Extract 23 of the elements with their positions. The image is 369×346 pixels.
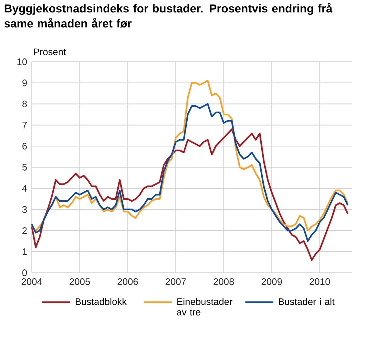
x-tick-label: 2009 — [262, 278, 282, 286]
legend-label: Bustader i alt — [279, 298, 335, 306]
x-tick-label: 2010 — [310, 278, 330, 286]
y-tick-label: 4 — [22, 185, 28, 192]
y-tick-label: 5 — [22, 164, 28, 171]
x-tick-label: 2005 — [70, 278, 90, 286]
y-tick-label: 7 — [22, 122, 28, 129]
x-tick-label: 2007 — [166, 278, 186, 286]
y-tick-label: 6 — [22, 143, 28, 150]
chart-title: Byggjekostnadsindeks for bustader. Prosentvis endring frå same månaden året før — [4, 3, 333, 28]
y-tick-label: 1 — [22, 248, 28, 256]
y-tick-label: 2 — [22, 227, 28, 234]
x-tick-label: 2004 — [22, 278, 42, 286]
x-tick-label: 2008 — [214, 278, 234, 286]
y-tick-label: 0 — [22, 270, 28, 276]
legend-label: Einebustader av tre — [177, 298, 233, 316]
y-tick-label: 10 — [18, 58, 28, 66]
x-tick-label: 2006 — [118, 278, 138, 286]
legend-label: Bustadblokk — [76, 298, 127, 306]
y-axis-title: Prosent — [34, 48, 66, 56]
y-tick-label: 9 — [22, 80, 28, 86]
y-tick-label: 8 — [22, 100, 28, 108]
y-tick-label: 3 — [22, 206, 28, 214]
